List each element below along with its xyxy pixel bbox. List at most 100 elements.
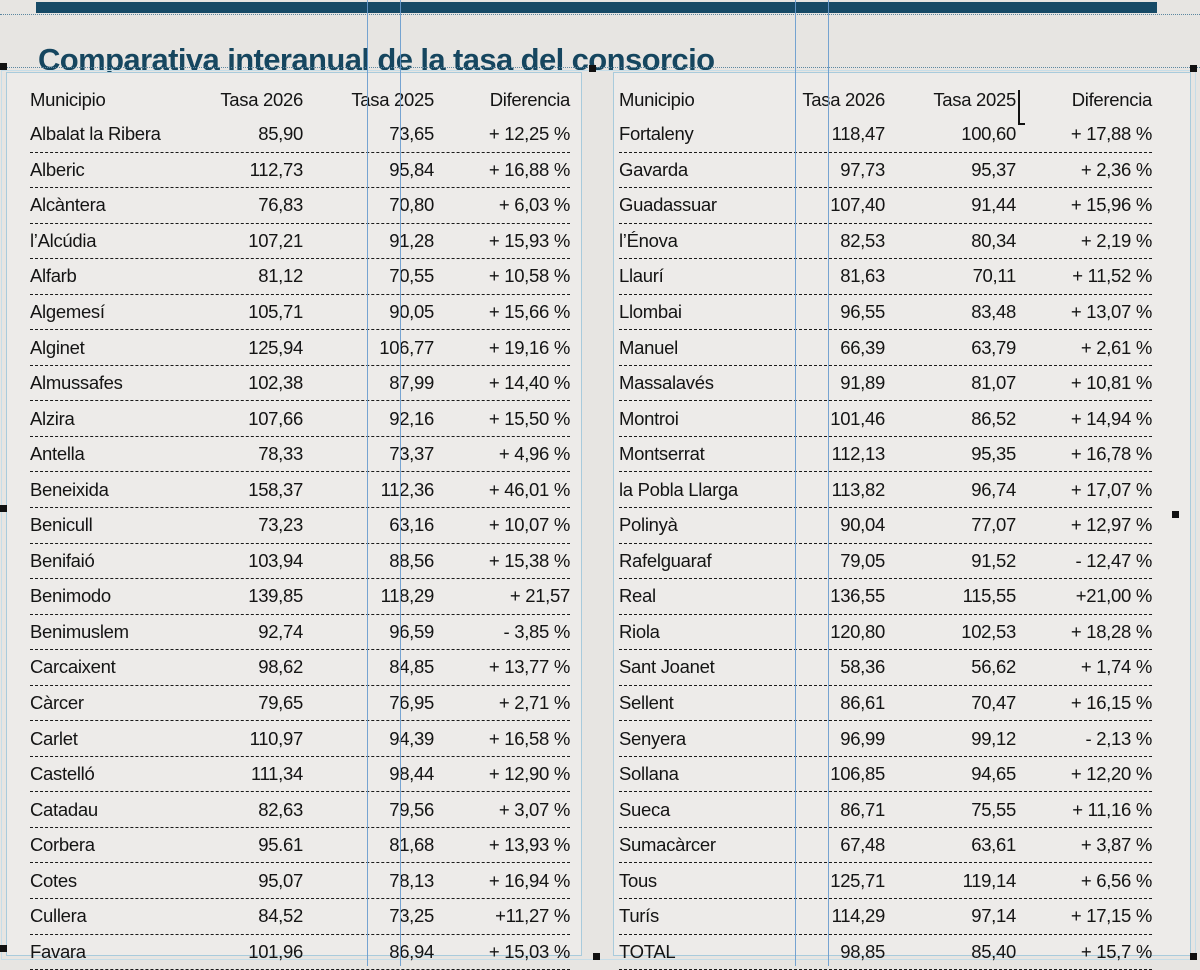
diferencia-cell: + 10,07 % xyxy=(488,514,570,536)
tasa-2026-cell: 79,05 xyxy=(840,549,885,571)
table-frame-right[interactable]: Municipio Tasa 2026 Tasa 2025 Diferencia… xyxy=(613,72,1191,970)
diferencia-cell: + 10,81 % xyxy=(1070,372,1152,394)
diferencia-cell: + 2,19 % xyxy=(1080,229,1152,251)
diferencia-cell: + 15,38 % xyxy=(488,549,570,571)
diferencia-cell: + 17,88 % xyxy=(1070,123,1152,145)
diferencia-cell: + 13,77 % xyxy=(488,656,570,678)
tasa-2026-cell: 82,63 xyxy=(258,798,303,820)
diferencia-cell: + 16,94 % xyxy=(488,869,570,891)
municipio-cell: Catadau xyxy=(30,798,98,820)
diferencia-cell: + 4,96 % xyxy=(498,443,570,465)
table-row: Sollana 106,85 94,65 + 12,20 % xyxy=(619,757,1152,793)
tasa-2026-cell: 113,82 xyxy=(831,478,886,500)
table-row: Rafelguaraf 79,05 91,52 - 12,47 % xyxy=(619,544,1152,580)
diferencia-cell: - 12,47 % xyxy=(1075,549,1153,571)
tasa-2026-cell: 103,94 xyxy=(248,549,303,571)
table-row: Cullera 84,52 73,25 +11,27 % xyxy=(30,899,570,935)
table-row: Alginet 125,94 106,77 + 19,16 % xyxy=(30,330,570,366)
tasa-2025-cell: 99,12 xyxy=(971,727,1016,749)
table-row: Sellent 86,61 70,47 + 16,15 % xyxy=(619,686,1152,722)
tasa-2026-cell: 86,61 xyxy=(840,692,885,714)
table-row: Alberic 112,73 95,84 + 16,88 % xyxy=(30,153,570,189)
municipio-cell: Gavarda xyxy=(619,158,688,180)
tasa-2025-cell: 87,99 xyxy=(389,372,434,394)
diferencia-cell: + 15,96 % xyxy=(1070,194,1152,216)
diferencia-cell: + 3,87 % xyxy=(1080,834,1152,856)
tasa-2025-cell: 85,40 xyxy=(971,940,1016,962)
table-row: l’Alcúdia 107,21 91,28 + 15,93 % xyxy=(30,224,570,260)
municipio-cell: Benimuslem xyxy=(30,620,129,642)
diferencia-cell: + 13,93 % xyxy=(488,834,570,856)
tasa-2025-cell: 86,52 xyxy=(971,407,1016,429)
tasa-2025-cell: 63,79 xyxy=(971,336,1016,358)
table-row: Llaurí 81,63 70,11 + 11,52 % xyxy=(619,259,1152,295)
tasa-2025-cell: 112,36 xyxy=(380,478,435,500)
municipio-cell: Cullera xyxy=(30,905,87,927)
municipio-cell: Polinyà xyxy=(619,514,678,536)
tasa-2025-cell: 100,60 xyxy=(961,123,1016,145)
table-row: Benifaió 103,94 88,56 + 15,38 % xyxy=(30,544,570,580)
table-frame-left[interactable]: Municipio Tasa 2026 Tasa 2025 Diferencia… xyxy=(6,72,582,970)
tasa-2025-cell: 97,14 xyxy=(971,905,1016,927)
municipio-cell: Alberic xyxy=(30,158,85,180)
tasa-2026-cell: 91,89 xyxy=(840,372,885,394)
municipio-cell: Sumacàrcer xyxy=(619,834,716,856)
tasa-2026-cell: 81,63 xyxy=(840,265,885,287)
municipio-cell: Tous xyxy=(619,869,657,891)
table-row: Gavarda 97,73 95,37 + 2,36 % xyxy=(619,153,1152,189)
diferencia-cell: + 2,71 % xyxy=(498,692,570,714)
tasa-2026-cell: 76,83 xyxy=(258,194,303,216)
tasa-2026-cell: 82,53 xyxy=(840,229,885,251)
diferencia-cell: + 14,94 % xyxy=(1070,407,1152,429)
table-row: l’Énova 82,53 80,34 + 2,19 % xyxy=(619,224,1152,260)
column-header-tasa-2025: Tasa 2025 xyxy=(351,89,434,110)
municipio-cell: Albalat la Ribera xyxy=(30,123,161,145)
table-row: Fortaleny 118,47 100,60 + 17,88 % xyxy=(619,117,1152,153)
column-header-diferencia: Diferencia xyxy=(489,89,571,110)
tasa-2025-cell: 91,52 xyxy=(971,549,1016,571)
municipio-cell: Càrcer xyxy=(30,692,84,714)
selection-marquee-bottom xyxy=(0,67,1200,68)
tasa-2025-cell: 73,65 xyxy=(389,123,434,145)
tasa-2025-cell: 102,53 xyxy=(961,620,1016,642)
tasa-2025-cell: 81,07 xyxy=(971,372,1016,394)
table-row: Manuel 66,39 63,79 + 2,61 % xyxy=(619,330,1152,366)
municipio-cell: Massalavés xyxy=(619,372,714,394)
diferencia-cell: + 6,56 % xyxy=(1080,869,1152,891)
municipio-cell: Almussafes xyxy=(30,372,123,394)
tasa-2025-cell: 106,77 xyxy=(379,336,434,358)
municipio-cell: Carcaixent xyxy=(30,656,116,678)
table-row: Senyera 96,99 99,12 - 2,13 % xyxy=(619,721,1152,757)
diferencia-cell: + 11,16 % xyxy=(1072,798,1152,820)
municipio-cell: Rafelguaraf xyxy=(619,549,712,571)
diferencia-cell: + 2,61 % xyxy=(1080,336,1152,358)
tasa-2025-cell: 91,44 xyxy=(971,194,1016,216)
column-header-tasa-2026: Tasa 2026 xyxy=(220,89,303,110)
tasa-2026-cell: 86,71 xyxy=(840,798,885,820)
table-row: Sueca 86,71 75,55 + 11,16 % xyxy=(619,792,1152,828)
diferencia-cell: +11,27 % xyxy=(495,905,570,927)
column-header-tasa-2026: Tasa 2026 xyxy=(802,89,885,110)
municipio-cell: Benicull xyxy=(30,514,93,536)
table-row: Favara 101,96 86,94 + 15,03 % xyxy=(30,935,570,970)
tasa-2025-cell: 81,68 xyxy=(389,834,434,856)
tasa-2026-cell: 136,55 xyxy=(830,585,885,607)
tasa-2025-cell: 70,11 xyxy=(972,265,1017,287)
diferencia-cell: + 15,93 % xyxy=(488,229,570,251)
tasa-2026-cell: 95.61 xyxy=(258,834,303,856)
tasa-2026-cell: 112,73 xyxy=(249,158,304,180)
table-row: Llombai 96,55 83,48 + 13,07 % xyxy=(619,295,1152,331)
tasa-2025-cell: 95,84 xyxy=(389,158,434,180)
tasa-2026-cell: 90,04 xyxy=(840,514,885,536)
table-row: TOTAL 98,85 85,40 + 15,7 % xyxy=(619,935,1152,970)
tasa-2025-cell: 80,34 xyxy=(971,229,1016,251)
tasa-2025-cell: 94,65 xyxy=(971,763,1016,785)
table-row: Real 136,55 115,55 +21,00 % xyxy=(619,579,1152,615)
diferencia-cell: + 19,16 % xyxy=(488,336,570,358)
diferencia-cell: + 10,58 % xyxy=(488,265,570,287)
municipio-cell: Corbera xyxy=(30,834,95,856)
table-row: Alzira 107,66 92,16 + 15,50 % xyxy=(30,401,570,437)
tasa-2026-cell: 110,97 xyxy=(249,727,304,749)
diferencia-cell: + 16,88 % xyxy=(488,158,570,180)
municipio-cell: Antella xyxy=(30,443,85,465)
